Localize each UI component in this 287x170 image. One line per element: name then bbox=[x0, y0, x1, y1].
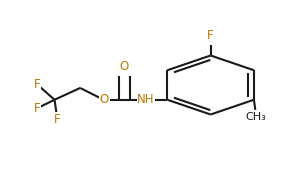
Text: CH₃: CH₃ bbox=[245, 112, 266, 122]
Text: F: F bbox=[34, 78, 41, 91]
Text: F: F bbox=[207, 29, 214, 42]
Text: O: O bbox=[100, 93, 109, 106]
Text: F: F bbox=[54, 113, 61, 126]
Text: O: O bbox=[120, 59, 129, 73]
Text: F: F bbox=[34, 102, 41, 115]
Text: NH: NH bbox=[137, 93, 155, 106]
